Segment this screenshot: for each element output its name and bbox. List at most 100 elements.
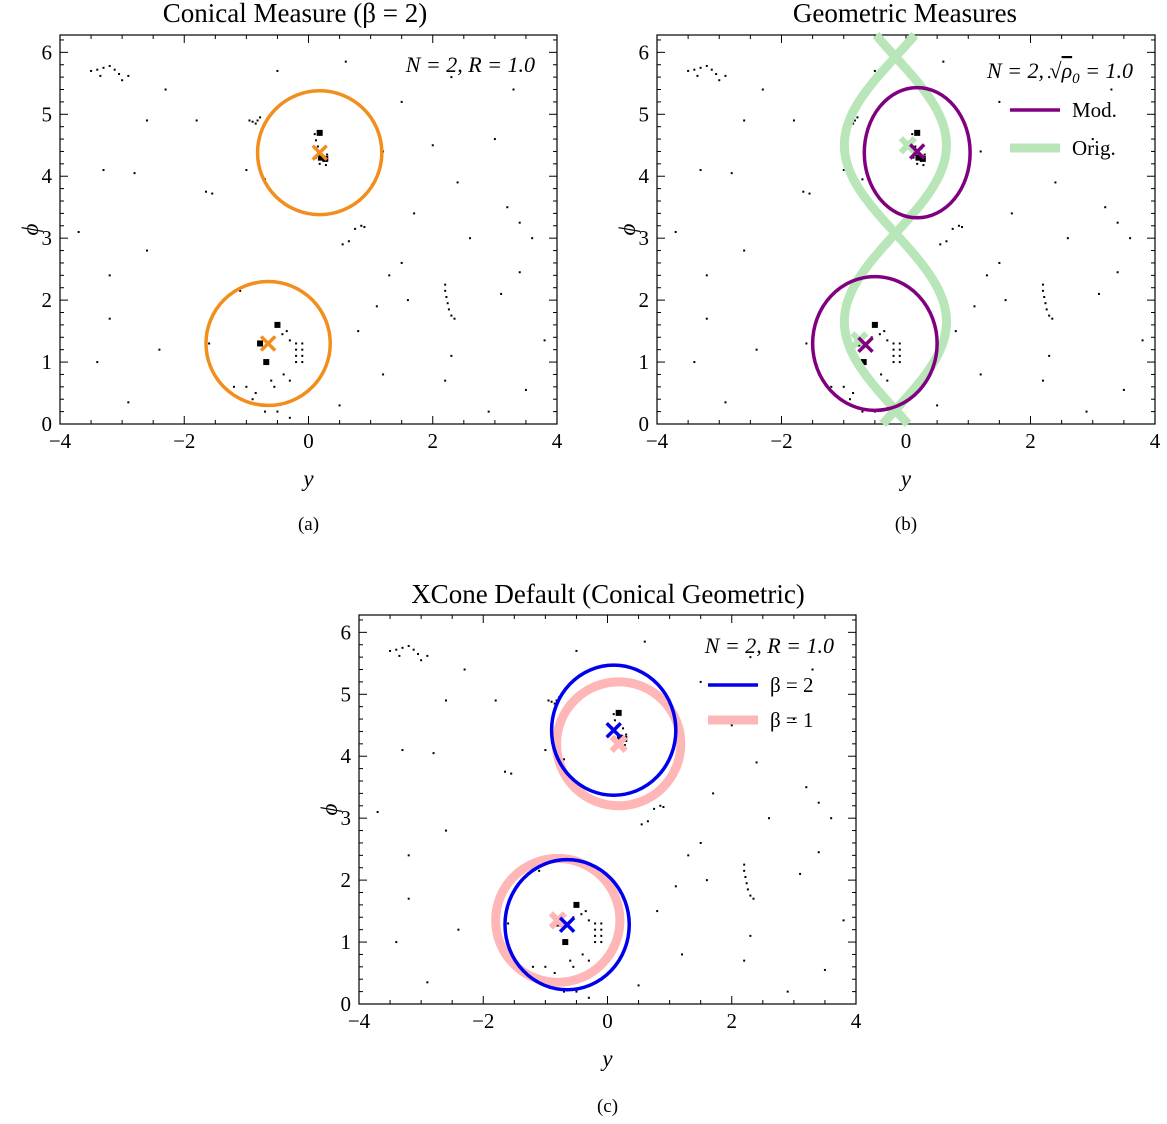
particle-point: [886, 339, 889, 342]
particle-point: [656, 910, 659, 913]
x-tick-label: 0: [602, 1009, 613, 1033]
panel-caption: (b): [895, 514, 917, 535]
particle-point: [96, 361, 99, 364]
particle-point: [939, 243, 942, 246]
particle-point: [503, 770, 506, 773]
particle-point: [426, 654, 429, 657]
particle-point: [705, 274, 708, 277]
x-tick-label: −2: [173, 429, 195, 453]
legend-label-orig: Orig.: [1072, 136, 1116, 160]
y-tick-label: 6: [341, 620, 352, 644]
particle-point: [746, 888, 749, 891]
particle-point: [401, 646, 404, 649]
particle-point: [444, 289, 447, 292]
particle-point: [288, 379, 291, 382]
particle-point: [195, 119, 198, 122]
particle-point: [699, 841, 702, 844]
particle-point: [108, 64, 111, 67]
particle-point: [145, 249, 148, 252]
particle-point: [830, 385, 833, 388]
particle-point: [447, 308, 450, 311]
y-tick-label: 5: [42, 102, 53, 126]
particle-point: [743, 249, 746, 252]
particle-point: [743, 119, 746, 122]
particle-point: [412, 648, 415, 651]
particle-point-large: [860, 359, 867, 366]
particle-point: [755, 348, 758, 351]
particle-point: [273, 385, 276, 388]
mod-region-oval: [810, 274, 939, 413]
particle-point: [1091, 138, 1094, 141]
particle-point: [259, 116, 262, 119]
particle-point: [998, 100, 1001, 103]
particle-point: [285, 330, 288, 333]
particle-point: [744, 876, 747, 879]
beta1-region-circle: [491, 853, 625, 987]
particle-point: [587, 996, 590, 999]
particle-point: [518, 221, 521, 224]
particle-point: [389, 649, 392, 652]
particle-point: [251, 398, 254, 401]
particle-point-large: [915, 154, 922, 161]
annotation-rho: ρ: [1061, 58, 1073, 83]
particle-point: [357, 330, 360, 333]
particle-point: [852, 392, 855, 395]
particle-point: [493, 138, 496, 141]
particle-point: [254, 122, 257, 125]
particle-point: [531, 965, 534, 968]
chart-title: Geometric Measures: [793, 0, 1017, 28]
particle-point-large: [316, 129, 323, 136]
particle-point: [295, 354, 298, 357]
y-tick-label: 0: [42, 412, 53, 436]
y-tick-label: 4: [341, 744, 352, 768]
particle-point: [886, 379, 889, 382]
particle-point: [1110, 88, 1113, 91]
particle-point: [295, 348, 298, 351]
particle-point: [256, 119, 259, 122]
particle-point: [1104, 206, 1107, 209]
particle-point: [301, 348, 304, 351]
particle-point: [102, 66, 105, 69]
particle-point: [622, 727, 625, 730]
particle-point: [936, 404, 939, 407]
particle-point: [730, 172, 733, 175]
particle-point: [755, 761, 758, 764]
particle-point: [324, 164, 327, 167]
x-tick-label: 4: [552, 429, 563, 453]
particle-point: [456, 181, 459, 184]
particle-point: [376, 810, 379, 813]
y-tick-label: 1: [42, 350, 53, 374]
particle-point: [407, 897, 410, 900]
particle-point: [878, 333, 881, 336]
particle-point: [417, 653, 420, 656]
particle-point: [792, 119, 795, 122]
particle-point: [531, 237, 534, 240]
parameter-annotation: N = 2, R = 1.0: [405, 52, 535, 77]
particle-point: [288, 339, 291, 342]
y-tick-label: 1: [341, 930, 352, 954]
particle-point: [276, 410, 279, 413]
particle-point: [873, 69, 876, 72]
particle-point: [600, 934, 603, 937]
y-tick-label: 3: [639, 226, 650, 250]
particle-point: [587, 919, 590, 922]
particle-point: [90, 69, 93, 72]
particle-point: [398, 654, 401, 657]
particle-point: [211, 192, 214, 195]
particle-point: [281, 333, 284, 336]
particle-point: [1044, 302, 1047, 305]
particle-point: [318, 162, 321, 165]
particle-point: [724, 74, 727, 77]
legend-label-mod: Mod.: [1072, 98, 1117, 122]
particle-point: [375, 305, 378, 308]
particle-point: [395, 648, 398, 651]
particle-point: [506, 206, 509, 209]
particle-point: [445, 296, 448, 299]
particle-point: [133, 172, 136, 175]
particle-point: [1116, 271, 1119, 274]
particle-point: [518, 271, 521, 274]
particle-point: [407, 854, 410, 857]
annotation-subscript: 0: [1072, 71, 1080, 87]
particle-point: [363, 226, 366, 229]
y-tick-label: 2: [639, 288, 650, 312]
